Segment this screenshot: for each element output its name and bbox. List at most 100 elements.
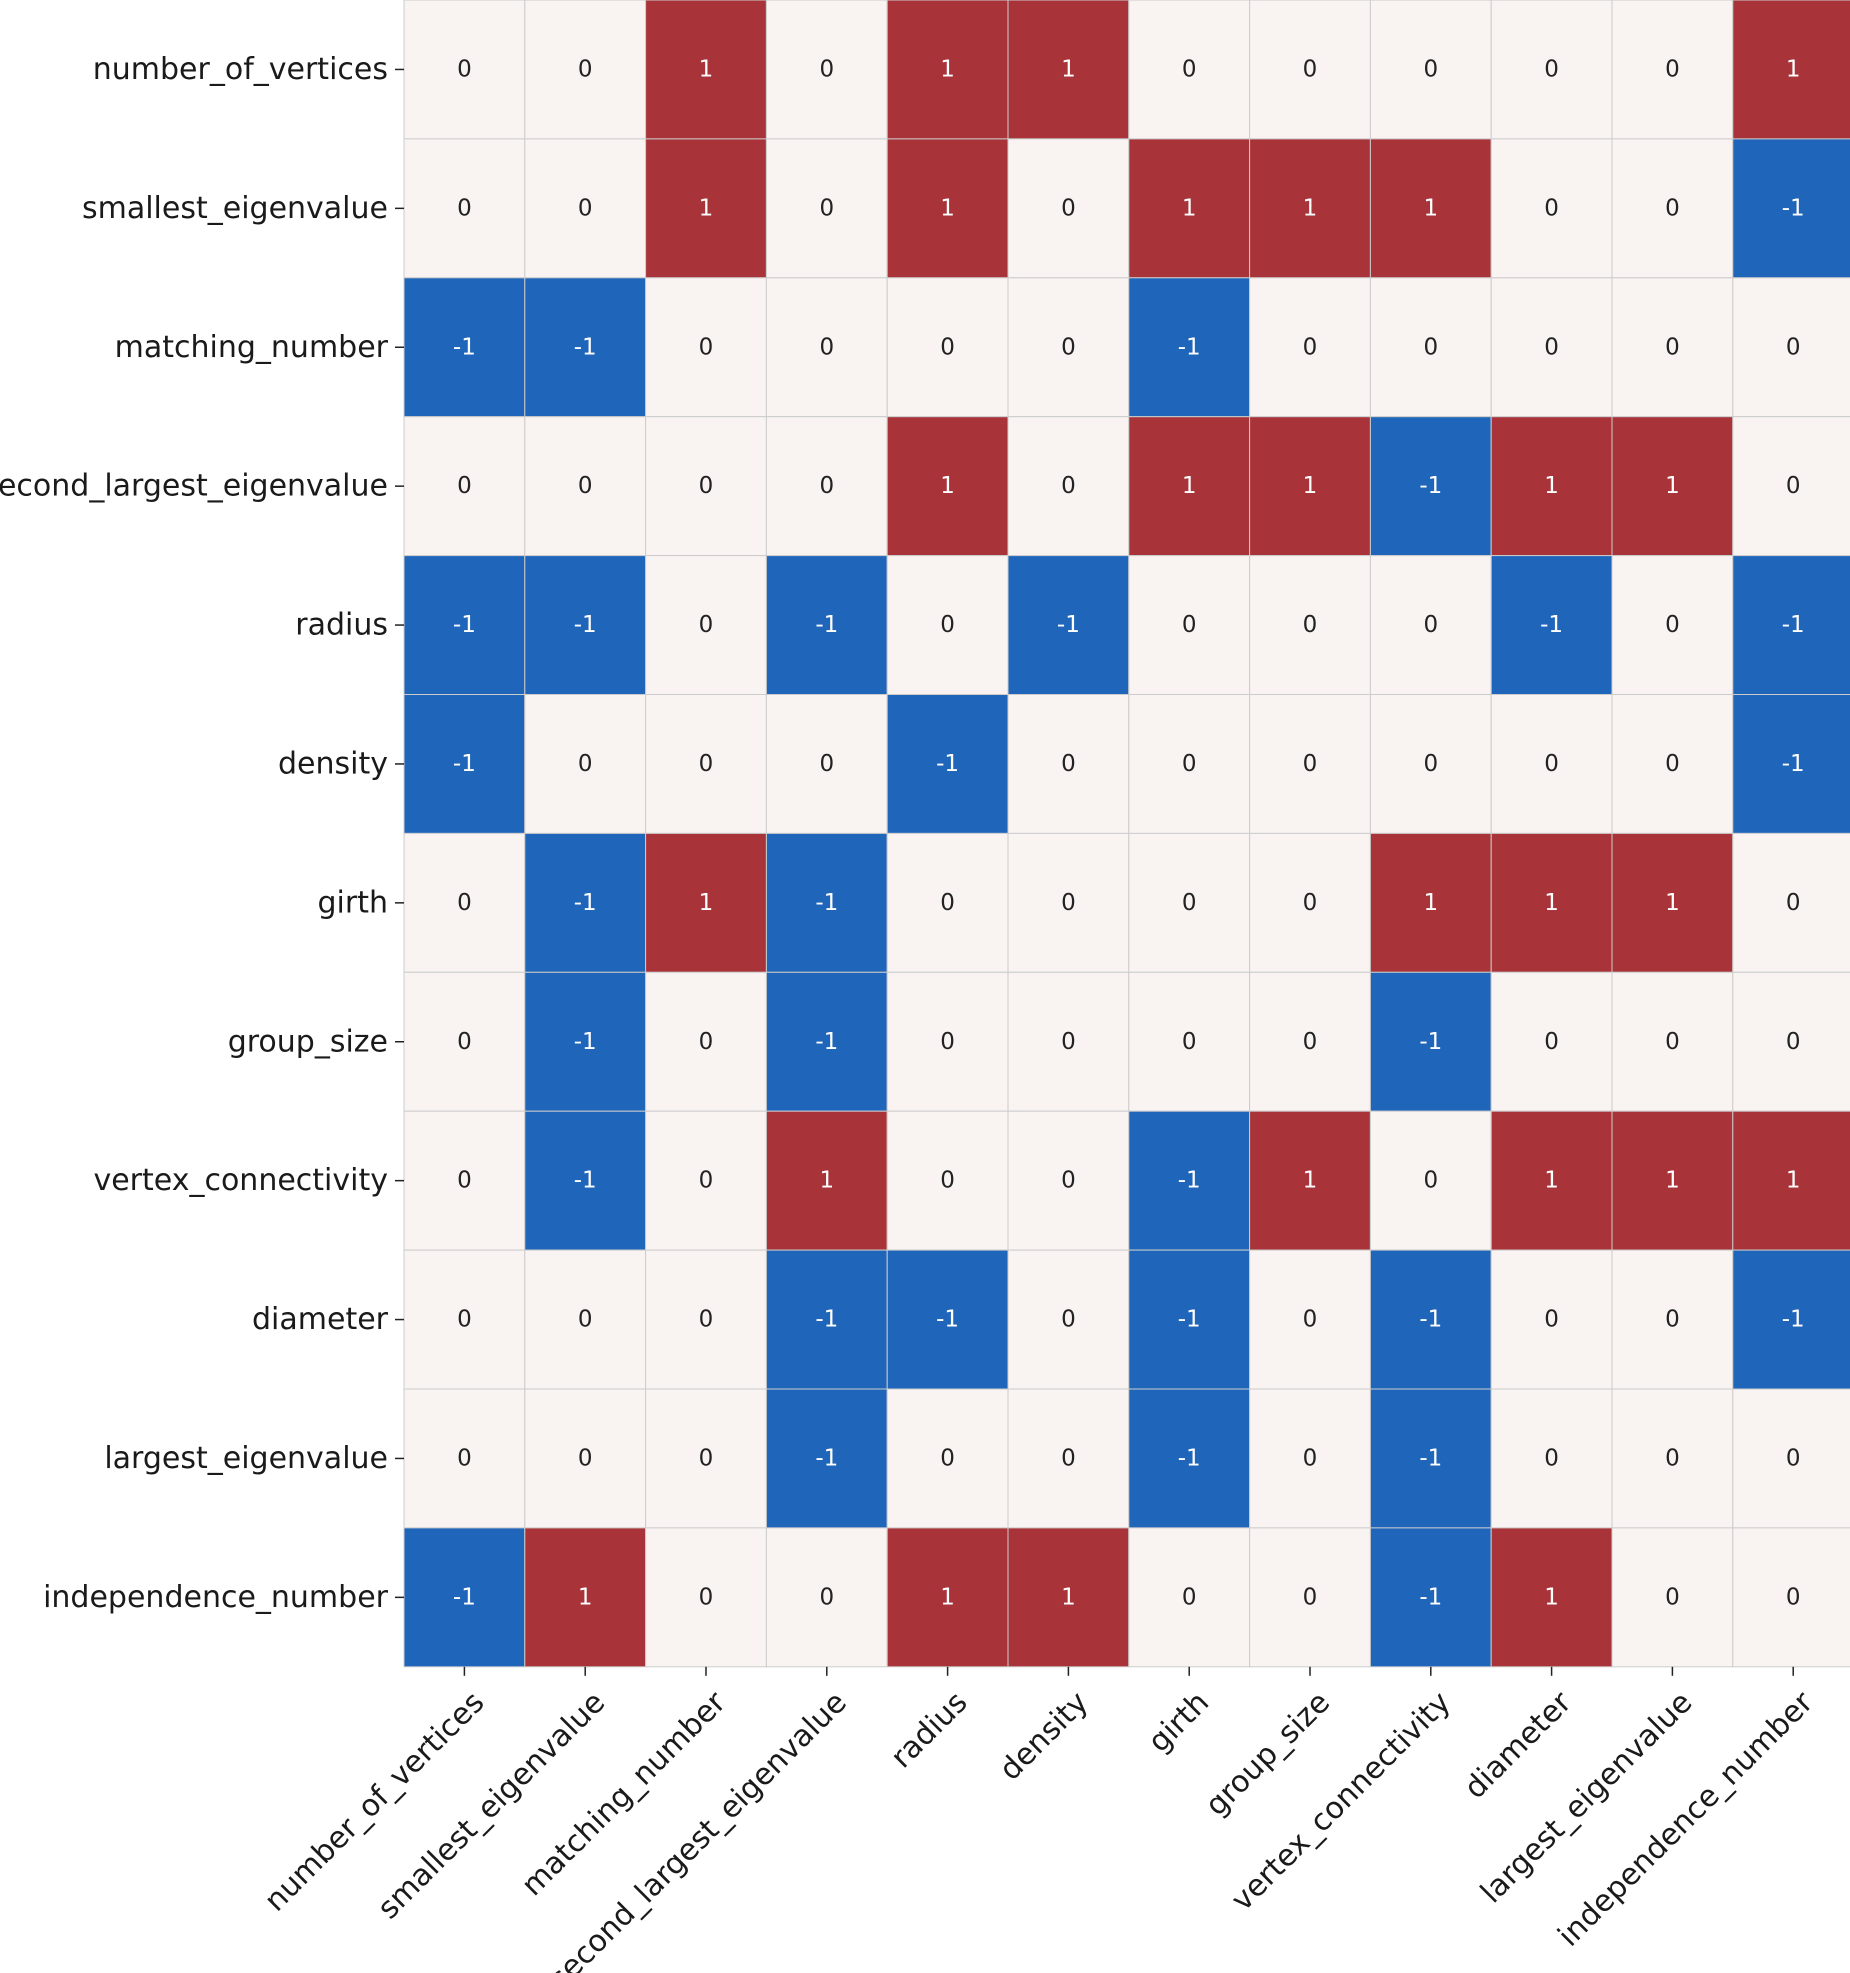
heatmap-cell-independence_number-matching_number <box>645 1527 767 1668</box>
heatmap-cell-largest_eigenvalue-number_of_vertices <box>403 1388 526 1529</box>
heatmap-cell-number_of_vertices-largest_eigenvalue <box>1611 0 1734 140</box>
cell-value-label: 0 <box>1423 1168 1438 1194</box>
heatmap-cell-diameter-girth <box>1128 1249 1251 1390</box>
cell-value-label: -1 <box>815 890 838 916</box>
heatmap-cell-vertex_connectivity-second_largest_eigenvalue <box>765 1110 888 1251</box>
cell-value-label: 0 <box>940 1168 955 1194</box>
cell-value-label: 0 <box>1061 1168 1076 1194</box>
heatmap-cell-vertex_connectivity-matching_number <box>645 1110 767 1251</box>
cell-value-label: 0 <box>1303 1029 1318 1055</box>
heatmap-cell-group_size-matching_number <box>645 971 767 1112</box>
cell-value-label: 0 <box>1303 612 1318 638</box>
heatmap-cell-matching_number-second_largest_eigenvalue <box>765 277 888 418</box>
cell-value-label: 0 <box>1182 56 1197 82</box>
cell-value-label: 0 <box>1786 890 1801 916</box>
cell-value-label: -1 <box>1419 473 1442 499</box>
column-label-number_of_vertices: number_of_vertices <box>258 1685 492 1919</box>
cell-value-label: 0 <box>578 56 593 82</box>
heatmap-cell-second_largest_eigenvalue-density <box>1007 416 1130 557</box>
cell-value-label: 1 <box>1303 1168 1318 1194</box>
heatmap-cell-second_largest_eigenvalue-radius <box>886 416 1009 557</box>
heatmap-cell-largest_eigenvalue-second_largest_eigenvalue <box>765 1388 888 1529</box>
cell-value-label: -1 <box>1782 195 1805 221</box>
heatmap-cell-group_size-second_largest_eigenvalue <box>765 971 888 1112</box>
cell-value-label: -1 <box>1178 1445 1201 1471</box>
cell-value-label: 0 <box>940 612 955 638</box>
heatmap-cell-independence_number-largest_eigenvalue <box>1611 1527 1734 1668</box>
heatmap-cell-number_of_vertices-group_size <box>1249 0 1371 140</box>
cell-value-label: 0 <box>699 612 714 638</box>
row-label-radius: radius <box>295 608 388 643</box>
heatmap-cell-independence_number-radius <box>886 1527 1009 1668</box>
row-label-diameter: diameter <box>252 1302 389 1337</box>
cell-value-label: -1 <box>1419 1307 1442 1333</box>
heatmap-cell-smallest_eigenvalue-diameter <box>1490 138 1613 279</box>
heatmap-cell-second_largest_eigenvalue-diameter <box>1490 416 1613 557</box>
cell-value-label: 0 <box>1544 751 1559 777</box>
cell-value-label: -1 <box>574 890 597 916</box>
cell-value-label: 1 <box>819 1168 834 1194</box>
cell-value-label: 1 <box>1303 473 1318 499</box>
heatmap-cell-girth-group_size <box>1249 832 1371 973</box>
cell-value-label: 1 <box>1182 473 1197 499</box>
cell-value-label: 0 <box>1786 1584 1801 1610</box>
cell-value-label: 0 <box>1182 1029 1197 1055</box>
row-label-girth: girth <box>318 885 389 920</box>
cell-value-label: 0 <box>1786 1029 1801 1055</box>
heatmap-cell-largest_eigenvalue-largest_eigenvalue <box>1611 1388 1734 1529</box>
heatmap-cell-density-second_largest_eigenvalue <box>765 694 888 834</box>
cell-value-label: -1 <box>1419 1584 1442 1610</box>
heatmap-cell-density-density <box>1007 694 1130 834</box>
cell-value-label: 1 <box>1544 890 1559 916</box>
heatmap-cell-vertex_connectivity-vertex_connectivity <box>1369 1110 1492 1251</box>
cell-value-label: 0 <box>457 473 472 499</box>
heatmap-cell-group_size-vertex_connectivity <box>1369 971 1492 1112</box>
heatmap-cell-largest_eigenvalue-vertex_connectivity <box>1369 1388 1492 1529</box>
cell-value-label: -1 <box>453 751 476 777</box>
column-label-matching_number: matching_number <box>515 1685 734 1904</box>
heatmap-cell-girth-independence_number <box>1732 832 1850 973</box>
cell-value-label: -1 <box>1057 612 1080 638</box>
heatmap-cell-group_size-group_size <box>1249 971 1371 1112</box>
cell-value-label: 0 <box>578 195 593 221</box>
heatmap-cell-radius-density <box>1007 555 1130 695</box>
column-label-density: density <box>993 1685 1096 1788</box>
heatmap-cell-girth-diameter <box>1490 832 1613 973</box>
cell-value-label: 1 <box>1786 56 1801 82</box>
heatmap-cell-diameter-independence_number <box>1732 1249 1850 1390</box>
cell-value-label: 0 <box>699 1445 714 1471</box>
heatmap-cell-largest_eigenvalue-smallest_eigenvalue <box>524 1388 647 1529</box>
cell-value-label: -1 <box>453 612 476 638</box>
heatmap-cell-second_largest_eigenvalue-girth <box>1128 416 1251 557</box>
heatmap-cell-density-radius <box>886 694 1009 834</box>
heatmap-cell-number_of_vertices-girth <box>1128 0 1251 140</box>
cell-value-label: 1 <box>1182 195 1197 221</box>
cell-value-label: 0 <box>1061 1445 1076 1471</box>
row-label-smallest_eigenvalue: smallest_eigenvalue <box>82 191 388 226</box>
heatmap-cell-number_of_vertices-density <box>1007 0 1130 140</box>
cell-value-label: 1 <box>1665 1168 1680 1194</box>
cell-value-label: 0 <box>1665 1307 1680 1333</box>
column-labels: number_of_verticessmallest_eigenvaluemat… <box>258 1666 1821 1973</box>
cell-value-label: 0 <box>940 1029 955 1055</box>
heatmap-cell-radius-independence_number <box>1732 555 1850 695</box>
column-label-smallest_eigenvalue: smallest_eigenvalue <box>371 1685 612 1926</box>
cell-value-label: 0 <box>1423 751 1438 777</box>
cell-value-label: 1 <box>1665 473 1680 499</box>
column-label-independence_number: independence_number <box>1551 1685 1820 1954</box>
cell-value-label: -1 <box>574 334 597 360</box>
cell-value-label: -1 <box>1782 1307 1805 1333</box>
heatmap-cell-number_of_vertices-diameter <box>1490 0 1613 140</box>
cell-value-label: 0 <box>819 1584 834 1610</box>
cell-value-label: 0 <box>1303 1584 1318 1610</box>
heatmap-cell-group_size-independence_number <box>1732 971 1850 1112</box>
heatmap-cell-diameter-vertex_connectivity <box>1369 1249 1492 1390</box>
heatmap-cell-independence_number-smallest_eigenvalue <box>524 1527 647 1668</box>
cell-value-label: -1 <box>815 1307 838 1333</box>
heatmap-cell-vertex_connectivity-number_of_vertices <box>403 1110 526 1251</box>
cell-value-label: 0 <box>1061 195 1076 221</box>
heatmap-cell-diameter-second_largest_eigenvalue <box>765 1249 888 1390</box>
cell-value-label: 0 <box>1182 612 1197 638</box>
heatmap-cell-density-diameter <box>1490 694 1613 834</box>
